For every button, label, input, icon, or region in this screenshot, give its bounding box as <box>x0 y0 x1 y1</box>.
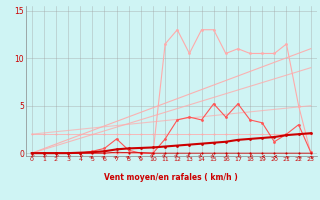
X-axis label: Vent moyen/en rafales ( km/h ): Vent moyen/en rafales ( km/h ) <box>104 174 238 182</box>
